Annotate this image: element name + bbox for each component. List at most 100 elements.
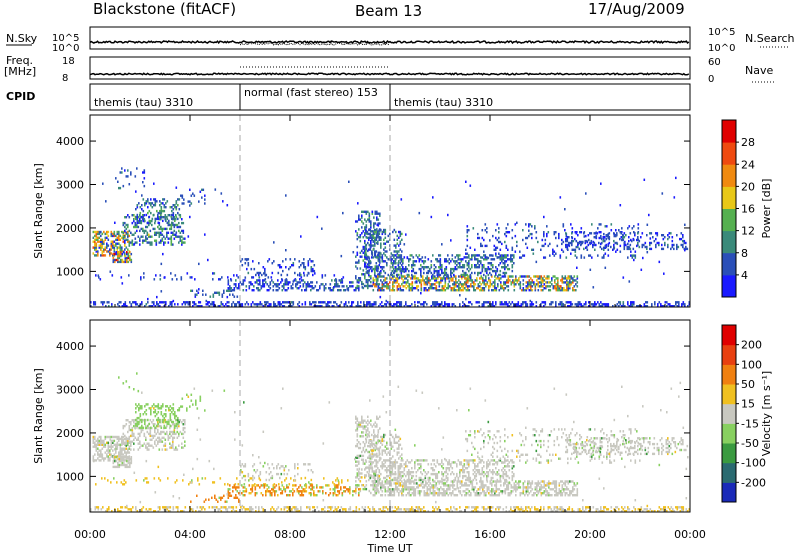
data-cell xyxy=(236,477,238,479)
data-cell xyxy=(330,283,332,285)
data-cell xyxy=(507,254,509,256)
data-cell xyxy=(489,272,491,274)
data-cell xyxy=(666,301,668,303)
data-cell xyxy=(452,258,454,260)
data-cell xyxy=(264,279,266,281)
data-cell xyxy=(646,246,648,248)
data-cell xyxy=(255,492,257,494)
data-cell xyxy=(404,256,406,258)
data-cell xyxy=(140,212,142,214)
data-cell xyxy=(492,264,494,266)
data-cell xyxy=(130,441,132,443)
data-cell xyxy=(367,427,369,429)
data-cell xyxy=(223,290,225,292)
data-cell xyxy=(482,303,484,305)
data-cell xyxy=(479,254,481,256)
data-cell xyxy=(447,214,449,216)
data-cell xyxy=(124,479,126,481)
data-cell xyxy=(625,234,627,236)
data-cell xyxy=(316,281,318,283)
data-cell xyxy=(392,270,394,272)
data-cell xyxy=(353,251,355,253)
colorbar-swatch xyxy=(722,275,736,298)
data-cell xyxy=(93,237,95,239)
data-cell xyxy=(549,254,551,256)
data-cell xyxy=(470,247,472,249)
data-cell xyxy=(399,256,401,258)
data-cell xyxy=(648,214,650,216)
data-cell xyxy=(158,218,160,220)
data-cell xyxy=(382,266,384,268)
data-cell xyxy=(312,484,314,486)
data-cell xyxy=(160,431,162,433)
data-cell xyxy=(207,301,209,303)
data-cell xyxy=(605,225,607,227)
data-cell xyxy=(124,169,126,171)
data-cell xyxy=(183,230,185,232)
data-cell xyxy=(162,431,164,433)
data-cell xyxy=(379,222,381,224)
data-cell xyxy=(129,183,131,185)
data-cell xyxy=(615,229,617,231)
data-cell xyxy=(288,281,290,283)
data-cell xyxy=(139,433,141,435)
data-cell xyxy=(138,236,140,238)
data-cell xyxy=(383,279,385,281)
data-cell xyxy=(551,283,553,285)
data-cell xyxy=(335,301,337,303)
data-cell xyxy=(132,441,134,443)
data-cell xyxy=(127,175,129,177)
data-cell xyxy=(149,202,151,204)
data-cell xyxy=(243,490,245,492)
data-cell xyxy=(254,303,256,305)
data-cell xyxy=(457,289,459,291)
data-cell xyxy=(474,272,476,274)
data-cell xyxy=(268,285,270,287)
data-cell xyxy=(129,451,131,453)
data-cell xyxy=(427,289,429,291)
data-cell xyxy=(135,411,137,413)
data-cell xyxy=(361,435,363,437)
data-cell xyxy=(182,303,184,305)
data-cell xyxy=(259,276,261,278)
data-cell xyxy=(392,254,394,256)
data-cell xyxy=(184,431,186,433)
data-cell xyxy=(363,425,365,427)
data-cell xyxy=(377,289,379,291)
data-cell xyxy=(138,433,140,435)
data-cell xyxy=(333,301,335,303)
data-cell xyxy=(370,233,372,235)
data-cell xyxy=(446,272,448,274)
data-cell xyxy=(265,490,267,492)
data-cell xyxy=(314,272,316,274)
data-cell xyxy=(405,233,407,235)
data-cell xyxy=(261,285,263,287)
data-cell xyxy=(567,244,569,246)
data-cell xyxy=(246,259,248,261)
data-cell xyxy=(171,431,173,433)
data-cell xyxy=(590,269,592,271)
data-cell xyxy=(472,279,474,281)
data-cell xyxy=(358,285,360,287)
data-cell xyxy=(357,232,359,234)
data-cell xyxy=(576,256,578,258)
data-cell xyxy=(363,269,365,271)
data-cell xyxy=(644,303,646,305)
data-cell xyxy=(464,281,466,283)
data-cell xyxy=(159,200,161,202)
data-cell xyxy=(374,459,376,461)
data-cell xyxy=(425,281,427,283)
data-cell xyxy=(261,274,263,276)
data-cell xyxy=(170,301,172,303)
data-cell xyxy=(289,494,291,496)
data-cell xyxy=(182,479,184,481)
data-cell xyxy=(386,277,388,279)
data-cell xyxy=(164,210,166,212)
data-cell xyxy=(234,287,236,289)
data-cell xyxy=(102,440,104,442)
data-cell xyxy=(172,278,174,280)
data-cell xyxy=(660,303,662,305)
data-cell xyxy=(118,187,120,189)
data-cell xyxy=(162,415,164,417)
data-cell xyxy=(277,279,279,281)
